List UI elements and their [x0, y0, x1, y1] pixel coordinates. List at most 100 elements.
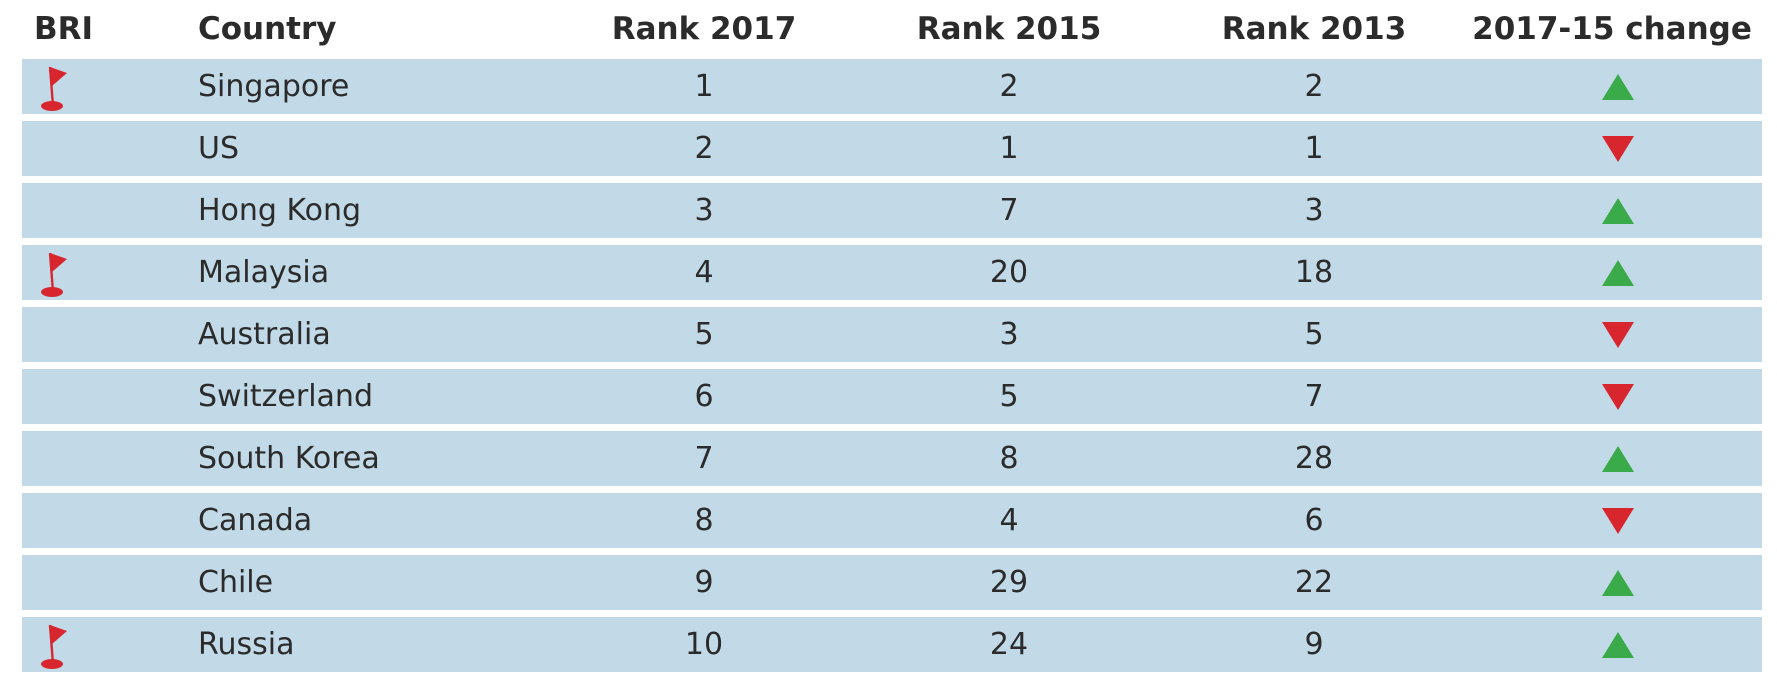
header-country: Country — [198, 11, 337, 47]
flag-cloth — [50, 625, 67, 644]
change-arrow — [1602, 136, 1634, 162]
green-triangle-up-icon — [1602, 632, 1634, 658]
bri-cell — [30, 59, 90, 114]
rank-2015-cell: 5 — [999, 379, 1019, 414]
header-change: 2017-15 change — [1472, 11, 1752, 47]
green-triangle-up-icon — [1602, 260, 1634, 286]
table-row: Hong Kong 3 7 3 — [22, 183, 1762, 238]
ranking-table: BRI Country Rank 2017 Rank 2015 Rank 201… — [22, 0, 1762, 679]
bri-cell — [30, 183, 90, 238]
green-triangle-up-icon — [1602, 446, 1634, 472]
country-cell: Canada — [198, 503, 313, 538]
flag-pole — [48, 624, 55, 665]
change-arrow — [1602, 632, 1634, 658]
country-cell: Switzerland — [198, 379, 373, 414]
header-rank-2015: Rank 2015 — [916, 11, 1102, 47]
change-arrow — [1602, 322, 1634, 348]
rank-2017-cell: 5 — [694, 317, 714, 352]
green-triangle-up-icon — [1602, 74, 1634, 100]
change-cell — [1472, 307, 1752, 362]
table-row: Malaysia 4 20 18 — [22, 245, 1762, 300]
table-row: Australia 5 3 5 — [22, 307, 1762, 362]
country-cell: Australia — [198, 317, 331, 352]
flag-pole — [48, 66, 55, 107]
change-arrow — [1602, 570, 1634, 596]
change-cell — [1472, 493, 1752, 548]
rank-2013-cell: 5 — [1304, 317, 1324, 352]
rank-2013-cell: 7 — [1304, 379, 1324, 414]
change-cell — [1472, 617, 1752, 672]
table-body: Singapore 1 2 2 US 2 1 1 Hong Kong 3 7 3 Malaysia 4 20… — [22, 59, 1762, 672]
header-rank-2017: Rank 2017 — [611, 11, 797, 47]
change-arrow — [1602, 198, 1634, 224]
red-triangle-down-icon — [1602, 508, 1634, 534]
rank-2017-cell: 9 — [694, 565, 714, 600]
rank-2013-cell: 22 — [1294, 565, 1334, 600]
bri-cell — [30, 493, 90, 548]
country-cell: South Korea — [198, 441, 380, 476]
bri-cell — [30, 431, 90, 486]
country-cell: Chile — [198, 565, 274, 600]
rank-2017-cell: 3 — [694, 193, 714, 228]
header-rank-2013: Rank 2013 — [1221, 11, 1407, 47]
bri-cell — [30, 307, 90, 362]
green-triangle-up-icon — [1602, 570, 1634, 596]
header-bri: BRI — [34, 11, 94, 47]
rank-2015-cell: 8 — [999, 441, 1019, 476]
table-row: Chile 9 29 22 — [22, 555, 1762, 610]
rank-2013-cell: 18 — [1294, 255, 1334, 290]
bri-cell — [30, 555, 90, 610]
rank-2015-cell: 24 — [989, 627, 1029, 662]
rank-2013-cell: 2 — [1304, 69, 1324, 104]
rank-2013-cell: 6 — [1304, 503, 1324, 538]
rank-2013-cell: 28 — [1294, 441, 1334, 476]
table-row: US 2 1 1 — [22, 121, 1762, 176]
change-arrow — [1602, 384, 1634, 410]
bri-cell — [30, 121, 90, 176]
change-arrow — [1602, 446, 1634, 472]
rank-2015-cell: 4 — [999, 503, 1019, 538]
rank-2017-cell: 6 — [694, 379, 714, 414]
rank-2017-cell: 10 — [684, 627, 724, 662]
table-row: Switzerland 6 5 7 — [22, 369, 1762, 424]
change-arrow — [1602, 260, 1634, 286]
change-cell — [1472, 121, 1752, 176]
rank-2017-cell: 8 — [694, 503, 714, 538]
country-cell: Hong Kong — [198, 193, 362, 228]
change-cell — [1472, 555, 1752, 610]
red-triangle-down-icon — [1602, 384, 1634, 410]
rank-2013-cell: 3 — [1304, 193, 1324, 228]
country-cell: Singapore — [198, 69, 350, 104]
change-cell — [1472, 369, 1752, 424]
rank-2017-cell: 4 — [694, 255, 714, 290]
rank-2015-cell: 20 — [989, 255, 1029, 290]
rank-2015-cell: 3 — [999, 317, 1019, 352]
rank-2013-cell: 1 — [1304, 131, 1324, 166]
table-row: South Korea 7 8 28 — [22, 431, 1762, 486]
rank-2013-cell: 9 — [1304, 627, 1324, 662]
change-arrow — [1602, 508, 1634, 534]
flag-cloth — [50, 253, 67, 272]
red-flag-icon — [41, 252, 67, 297]
change-cell — [1472, 245, 1752, 300]
country-cell: US — [198, 131, 240, 166]
country-cell: Malaysia — [198, 255, 330, 290]
bri-cell — [30, 245, 90, 300]
red-flag-icon — [41, 66, 67, 111]
red-triangle-down-icon — [1602, 322, 1634, 348]
red-flag-icon — [41, 624, 67, 669]
bri-cell — [30, 369, 90, 424]
flag-cloth — [50, 67, 67, 86]
rank-2017-cell: 2 — [694, 131, 714, 166]
rank-2017-cell: 1 — [694, 69, 714, 104]
rank-2017-cell: 7 — [694, 441, 714, 476]
rank-2015-cell: 7 — [999, 193, 1019, 228]
rank-2015-cell: 29 — [989, 565, 1029, 600]
change-cell — [1472, 431, 1752, 486]
table-row: Canada 8 4 6 — [22, 493, 1762, 548]
bri-cell — [30, 617, 90, 672]
change-arrow — [1602, 74, 1634, 100]
rank-2015-cell: 2 — [999, 69, 1019, 104]
green-triangle-up-icon — [1602, 198, 1634, 224]
country-cell: Russia — [198, 627, 295, 662]
